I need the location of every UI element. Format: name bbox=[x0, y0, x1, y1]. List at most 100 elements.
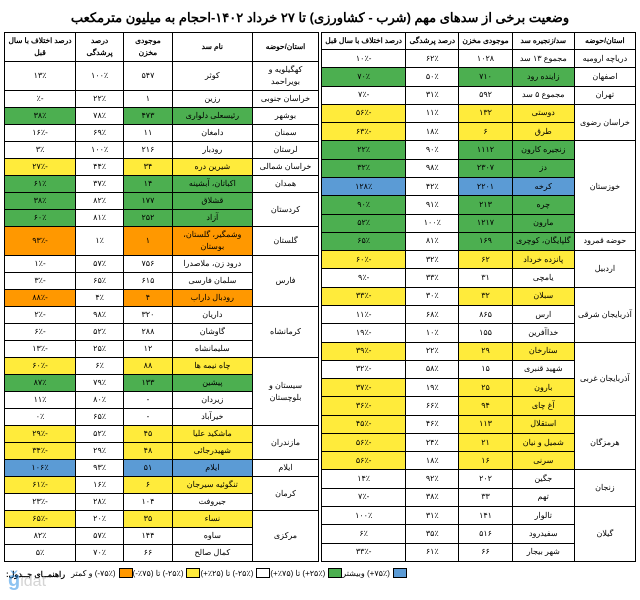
fill-cell: ۱٪ bbox=[76, 227, 124, 256]
diff-cell: -۶۰٪ bbox=[5, 358, 76, 375]
dam-cell: چره bbox=[512, 196, 574, 214]
legend-label: (۲۵٪-) تا (۲۵٪+) bbox=[200, 569, 253, 578]
table-row: دریاچه ارومیهمجموع ۱۳ سد۱۰۲۸۶۲٪-۱۰٪ bbox=[322, 50, 636, 68]
province-cell: گیلان bbox=[574, 507, 635, 562]
diff-cell: -۳۳٪ bbox=[322, 543, 406, 561]
diff-cell: -۱٪ bbox=[5, 256, 76, 273]
legend: (۷۵٪+) وبیشتر(۲۵٪+) تا (۷۵٪+) (۲۵٪-) تا (… bbox=[4, 562, 636, 586]
diff-cell: ۱۱٪ bbox=[5, 392, 76, 409]
dam-cell: زیردان bbox=[172, 392, 252, 409]
table-row: اصفهانزاینده رود۷۱۰۵۰٪۷۰٪ bbox=[322, 68, 636, 86]
province-cell: مازندران bbox=[253, 426, 319, 460]
legend-item: (۷۵٪+) وبیشتر bbox=[342, 568, 407, 578]
dam-cell: طرق bbox=[512, 123, 574, 141]
diff-cell: ۷۰٪ bbox=[322, 68, 406, 86]
dam-cell: کوثر bbox=[172, 62, 252, 91]
fill-cell: ۶۹٪ bbox=[76, 125, 124, 142]
diff-cell: ۲۲٪ bbox=[322, 141, 406, 159]
fill-cell: ۸۱٪ bbox=[406, 232, 459, 250]
dam-cell: نساء bbox=[172, 511, 252, 528]
province-cell: فارس bbox=[253, 256, 319, 307]
province-cell: تهران bbox=[574, 86, 635, 104]
province-cell: بوشهر bbox=[253, 108, 319, 125]
tables-container: استان/حوضهسد/زنجیره سدموجودی مخزندرصد پر… bbox=[4, 32, 636, 562]
volume-cell: ۲۵ bbox=[459, 379, 513, 397]
volume-cell: ۸۸ bbox=[124, 358, 172, 375]
column-header: درصد اختلاف با سال قبل bbox=[322, 33, 406, 50]
table-row: سیستان و بلوچستانچاه نیمه ها۸۸۶٪-۶۰٪ bbox=[5, 358, 319, 375]
dam-cell: پانزده خرداد bbox=[512, 251, 574, 269]
fill-cell: ۵۷٪ bbox=[76, 528, 124, 545]
volume-cell: ۲۲۰۱ bbox=[459, 177, 513, 195]
diff-cell: ۹۰٪ bbox=[322, 196, 406, 214]
dam-cell: ایلام bbox=[172, 460, 252, 477]
province-cell: آذربایجان غربی bbox=[574, 342, 635, 415]
province-cell: همدان bbox=[253, 176, 319, 193]
fill-cell: ۳۰٪ bbox=[406, 287, 459, 305]
diff-cell: -۱۹٪ bbox=[322, 324, 406, 342]
fill-cell: ۹۸٪ bbox=[76, 307, 124, 324]
volume-cell: ۱ bbox=[124, 91, 172, 108]
column-header: استان/حوضه bbox=[574, 33, 635, 50]
table-row: خراسان شمالیشیرین دره۳۴۴۴٪-۲۷٪ bbox=[5, 159, 319, 176]
diff-cell: ۳٪ bbox=[5, 142, 76, 159]
volume-cell: ۴۷۳ bbox=[124, 108, 172, 125]
diff-cell: -۳۶٪ bbox=[322, 397, 406, 415]
diff-cell: -۶٪ bbox=[5, 324, 76, 341]
diff-cell: ۱۳٪ bbox=[5, 62, 76, 91]
diff-cell: -۲۷٪ bbox=[5, 159, 76, 176]
diff-cell: -۶۰٪ bbox=[322, 251, 406, 269]
legend-label: (۷۵٪+) وبیشتر bbox=[342, 569, 390, 578]
volume-cell: ۱۰۲۸ bbox=[459, 50, 513, 68]
diff-cell: ۳۸٪ bbox=[5, 108, 76, 125]
diff-cell: -۴۵٪ bbox=[322, 415, 406, 433]
table-row: فارسدرود زن، ملاصدرا۷۵۶۵۷٪-۱٪ bbox=[5, 256, 319, 273]
province-cell: اردبیل bbox=[574, 251, 635, 288]
volume-cell: ۱۳۲ bbox=[459, 104, 513, 122]
diff-cell: -۳۲٪ bbox=[322, 360, 406, 378]
dam-cell: گاوشان bbox=[172, 324, 252, 341]
fill-cell: ۳۷٪ bbox=[76, 176, 124, 193]
fill-cell: ۱۰٪ bbox=[406, 324, 459, 342]
dam-cell: سفیدرود bbox=[512, 525, 574, 543]
volume-cell: ۱۷۷ bbox=[124, 193, 172, 210]
volume-cell: - bbox=[124, 392, 172, 409]
province-cell: کردستان bbox=[253, 193, 319, 227]
table-row: هرمزگاناستقلال۱۱۳۴۶٪-۴۵٪ bbox=[322, 415, 636, 433]
fill-cell: ۴۴٪ bbox=[76, 159, 124, 176]
province-cell: سمنان bbox=[253, 125, 319, 142]
right-table: استان/حوضهسد/زنجیره سدموجودی مخزندرصد پر… bbox=[321, 32, 636, 562]
diff-cell: ۵٪ bbox=[5, 545, 76, 562]
volume-cell: ۱۳۳ bbox=[124, 375, 172, 392]
table-row: آذربایجان شرقیسبلان۳۲۳۰٪-۳۳٪ bbox=[322, 287, 636, 305]
dam-cell: شیرین دره bbox=[172, 159, 252, 176]
province-cell: گلستان bbox=[253, 227, 319, 256]
volume-cell: ۶۲ bbox=[459, 251, 513, 269]
dam-cell: جگین bbox=[512, 470, 574, 488]
province-cell: دریاچه ارومیه bbox=[574, 50, 635, 68]
fill-cell: ۹۰٪ bbox=[406, 141, 459, 159]
fill-cell: ۷۹٪ bbox=[76, 375, 124, 392]
diff-cell: -۱۶٪ bbox=[5, 125, 76, 142]
volume-cell: ۱۵ bbox=[459, 360, 513, 378]
legend-box bbox=[328, 568, 342, 578]
volume-cell: ۳۱ bbox=[459, 269, 513, 287]
fill-cell: ۱۰۰٪ bbox=[76, 62, 124, 91]
diff-cell: ۱۰۰٪ bbox=[322, 507, 406, 525]
volume-cell: ۱۵۵ bbox=[459, 324, 513, 342]
fill-cell: ۲۰٪ bbox=[76, 511, 124, 528]
table-row: گیلانتالوار۱۴۱۳۱٪۱۰۰٪ bbox=[322, 507, 636, 525]
province-cell: اصفهان bbox=[574, 68, 635, 86]
diff-cell: ۳۲٪ bbox=[322, 159, 406, 177]
dam-cell: شهر بیجار bbox=[512, 543, 574, 561]
legend-item: (۲۵٪+) تا (۷۵٪+) bbox=[270, 568, 342, 578]
fill-cell: ۲۹٪ bbox=[76, 443, 124, 460]
volume-cell: ۵۱ bbox=[124, 460, 172, 477]
province-cell: خراسان جنوبی bbox=[253, 91, 319, 108]
volume-cell: ۱۶۹ bbox=[459, 232, 513, 250]
table-row: لرستانرودبار۲۱۶۱۰۰٪۳٪ bbox=[5, 142, 319, 159]
volume-cell: ۳۲۰ bbox=[124, 307, 172, 324]
diff-cell: ۵۲٪ bbox=[322, 214, 406, 232]
province-cell: خراسان رضوی bbox=[574, 104, 635, 141]
volume-cell: ۱۴۴ bbox=[124, 528, 172, 545]
